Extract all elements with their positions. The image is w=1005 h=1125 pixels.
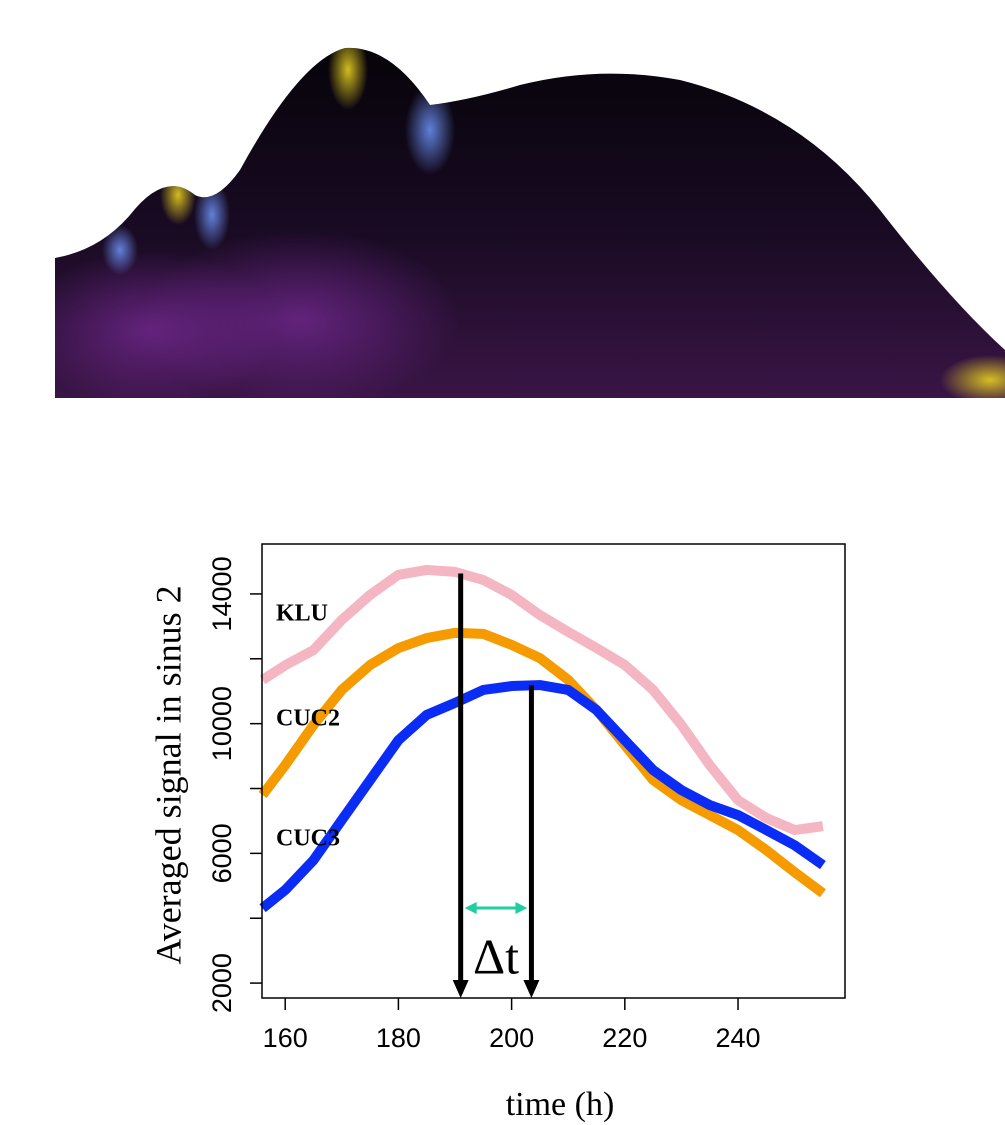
data-line <box>259 564 824 836</box>
x-tick-label: 220 <box>602 1023 647 1053</box>
plot-frame <box>261 543 846 999</box>
x-tick-label: 200 <box>489 1023 534 1053</box>
interval-label: Δt <box>473 928 519 984</box>
y-tick-label: 2000 <box>207 953 237 1013</box>
series-label: KLU <box>276 601 328 627</box>
data-line <box>259 680 826 913</box>
x-tick-label: 160 <box>263 1023 308 1053</box>
y-tick-label: 6000 <box>207 823 237 883</box>
x-tick-label: 180 <box>376 1023 421 1053</box>
y-axis-label: Averaged signal in sinus 2 <box>148 585 188 964</box>
arrow-head <box>523 980 540 998</box>
x-tick-label: 240 <box>715 1023 760 1053</box>
series-label: CUC3 <box>276 826 340 852</box>
y-tick-label: 14000 <box>207 556 237 631</box>
y-tick-label: 10000 <box>207 686 237 761</box>
arrow-head <box>452 980 469 998</box>
data-line <box>258 627 826 898</box>
microscopy-image <box>55 47 1005 398</box>
series-label: CUC2 <box>276 706 340 732</box>
x-axis-label: time (h) <box>506 1086 615 1123</box>
